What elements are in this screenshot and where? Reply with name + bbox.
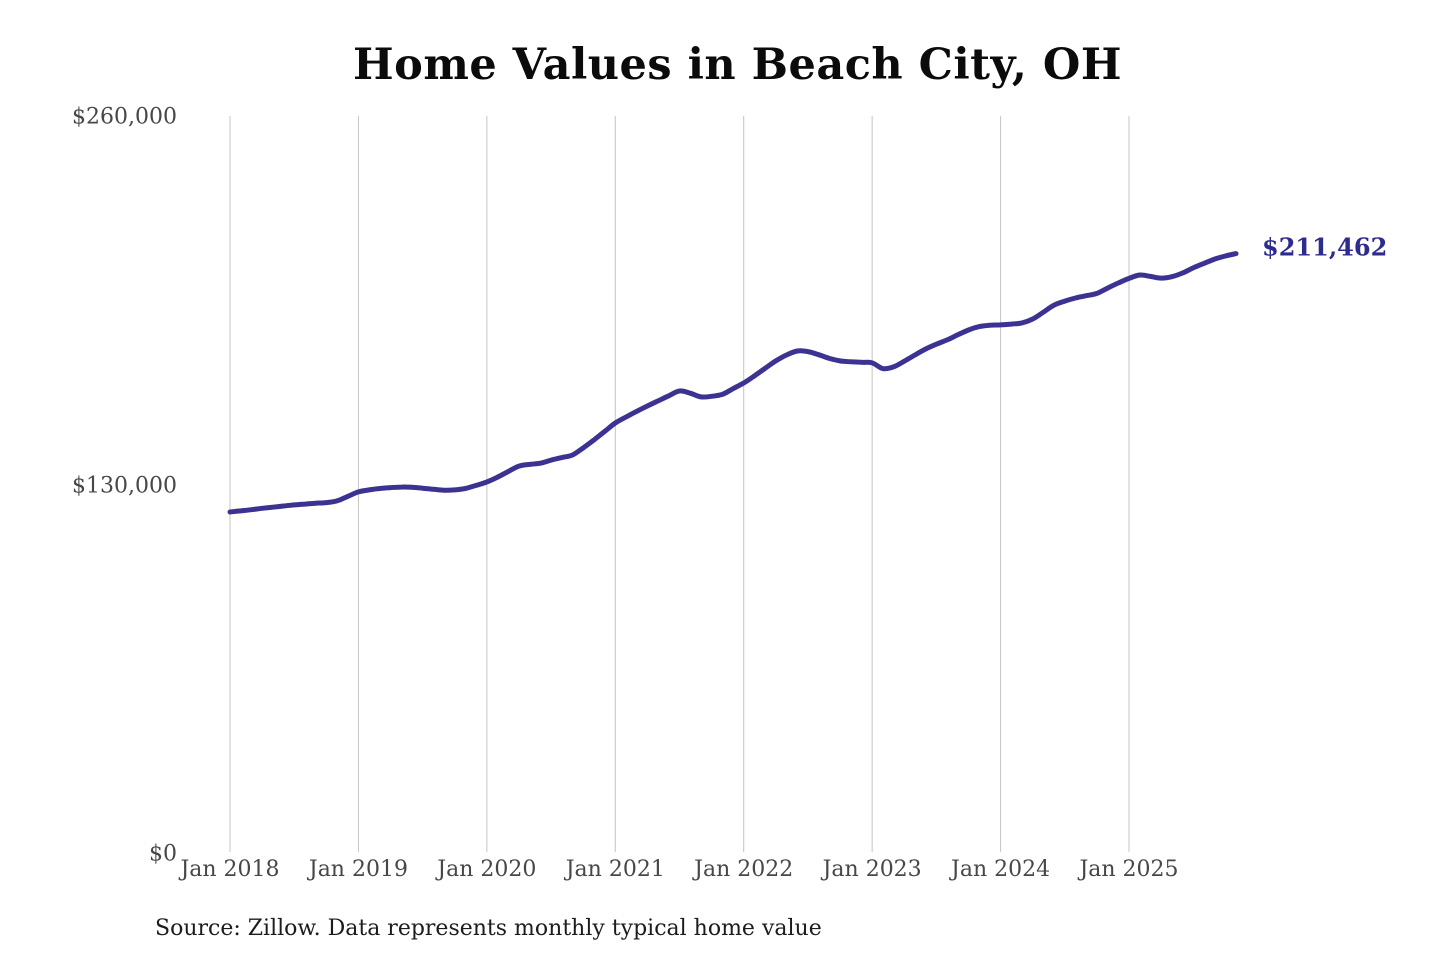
y-tick-label: $260,000 <box>72 104 177 130</box>
x-tick-label: Jan 2022 <box>694 857 794 882</box>
y-tick-label: $130,000 <box>72 473 177 498</box>
x-tick-label: Jan 2019 <box>308 857 408 882</box>
home-value-line <box>227 251 1239 515</box>
x-tick-label: Jan 2025 <box>1079 857 1179 882</box>
chart-title: Home Values in Beach City, OH <box>353 40 1122 90</box>
x-tick-label: Jan 2018 <box>180 857 280 882</box>
latest-value-label: $211,462 <box>1262 232 1388 262</box>
x-tick-label: Jan 2023 <box>822 857 922 882</box>
x-tick-label: Jan 2024 <box>951 857 1051 882</box>
y-tick-label: $0 <box>149 841 177 867</box>
x-tick-label: Jan 2020 <box>437 857 537 882</box>
x-tick-label: Jan 2021 <box>565 857 665 882</box>
source-note: Source: Zillow. Data represents monthly … <box>155 916 822 941</box>
